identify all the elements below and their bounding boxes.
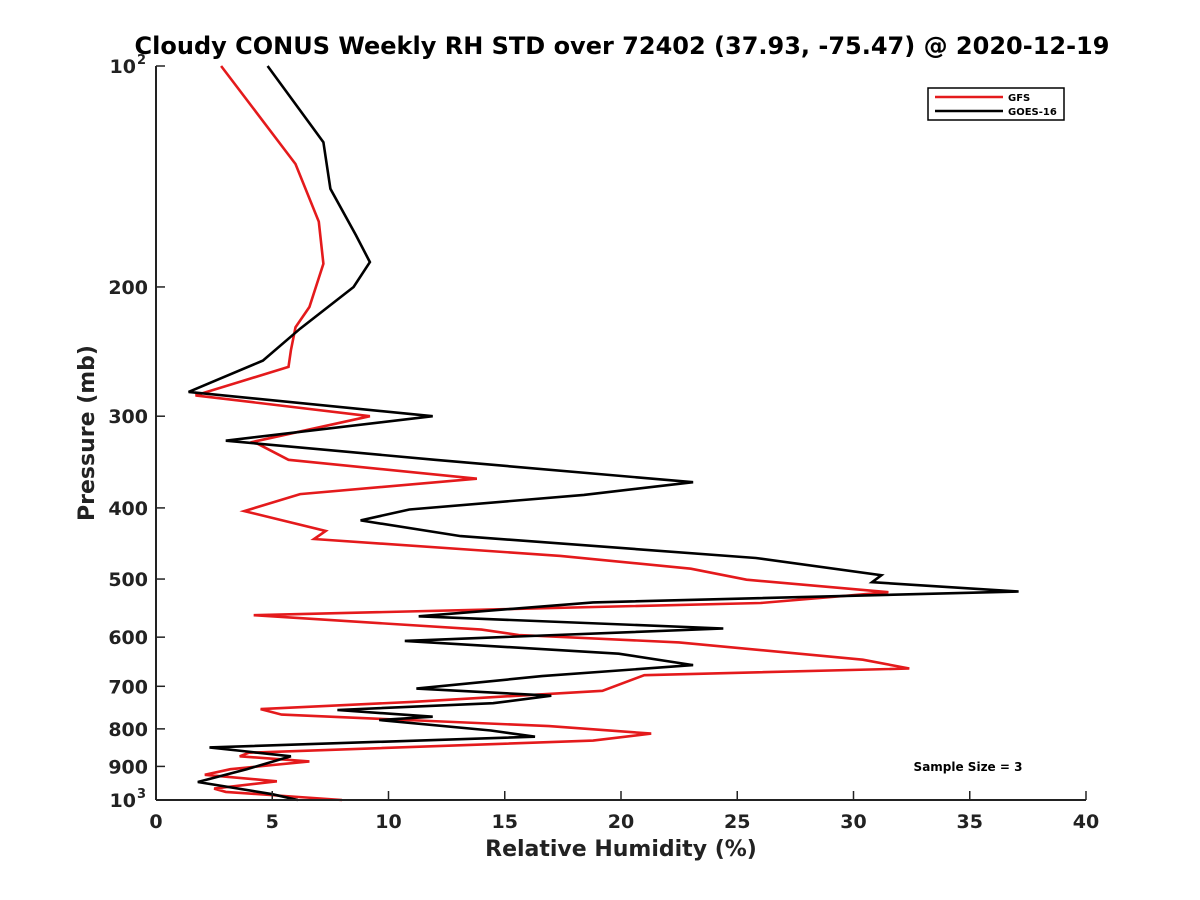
x-axis-label: Relative Humidity (%) bbox=[485, 837, 757, 862]
y-tick-label: 700 bbox=[108, 676, 148, 698]
y-tick-exponent: 3 bbox=[137, 787, 146, 802]
y-tick-label: 600 bbox=[108, 627, 148, 649]
y-tick-label: 800 bbox=[108, 719, 148, 741]
x-tick-label: 15 bbox=[492, 811, 518, 833]
x-tick-label: 40 bbox=[1073, 811, 1099, 833]
y-tick-label: 400 bbox=[108, 498, 148, 520]
legend-label-gfs: GFS bbox=[1008, 93, 1030, 104]
x-tick-label: 30 bbox=[840, 811, 866, 833]
x-tick-label: 5 bbox=[266, 811, 279, 833]
series-line-gfs bbox=[195, 65, 910, 802]
legend-box bbox=[927, 87, 1065, 121]
x-axis-ticks: 0 5 10 15 20 25 30 35 40 bbox=[149, 791, 1099, 833]
x-tick-label: 0 bbox=[149, 811, 162, 833]
y-tick-label: 900 bbox=[108, 756, 148, 778]
y-tick-label: 10 bbox=[110, 56, 136, 78]
x-tick-label: 25 bbox=[724, 811, 750, 833]
x-tick-label: 35 bbox=[957, 811, 983, 833]
x-tick-label: 10 bbox=[375, 811, 401, 833]
y-axis-label: Pressure (mb) bbox=[75, 345, 100, 521]
y-tick-exponent: 2 bbox=[137, 53, 146, 68]
y-tick-label: 300 bbox=[108, 406, 148, 428]
x-tick-label: 20 bbox=[608, 811, 634, 833]
y-tick-label: 200 bbox=[108, 277, 148, 299]
legend: GFS GOES-16 bbox=[927, 87, 1065, 121]
series-line-goes16 bbox=[188, 65, 1019, 802]
chart-title: Cloudy CONUS Weekly RH STD over 72402 (3… bbox=[135, 32, 1110, 60]
legend-label-goes16: GOES-16 bbox=[1008, 107, 1057, 118]
series-layer bbox=[188, 65, 1019, 802]
y-tick-label: 10 bbox=[110, 790, 136, 812]
sample-size-annotation: Sample Size = 3 bbox=[914, 760, 1023, 774]
y-tick-label: 500 bbox=[108, 569, 148, 591]
